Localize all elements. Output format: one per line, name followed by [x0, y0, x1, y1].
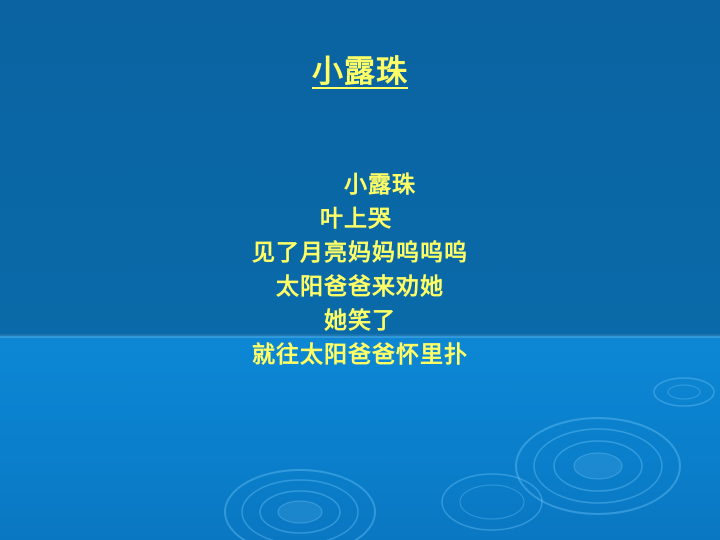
poem-text: 小露珠 叶上哭 见了月亮妈妈呜呜呜 太阳爸爸来劝她 她笑了 就往太阳爸爸怀里扑 — [0, 168, 720, 372]
poem-line: 她笑了 — [324, 308, 396, 334]
background-lower-band — [0, 336, 720, 540]
poem-line: 就往太阳爸爸怀里扑 — [252, 342, 468, 368]
poem-line: 太阳爸爸来劝她 — [276, 274, 444, 300]
band-divider — [0, 334, 720, 338]
poem-line: 小露珠 — [344, 172, 416, 198]
background-upper-band — [0, 0, 720, 336]
poem-line: 见了月亮妈妈呜呜呜 — [252, 240, 468, 266]
poem-line: 叶上哭 — [320, 206, 392, 232]
slide-title: 小露珠 — [312, 54, 408, 90]
